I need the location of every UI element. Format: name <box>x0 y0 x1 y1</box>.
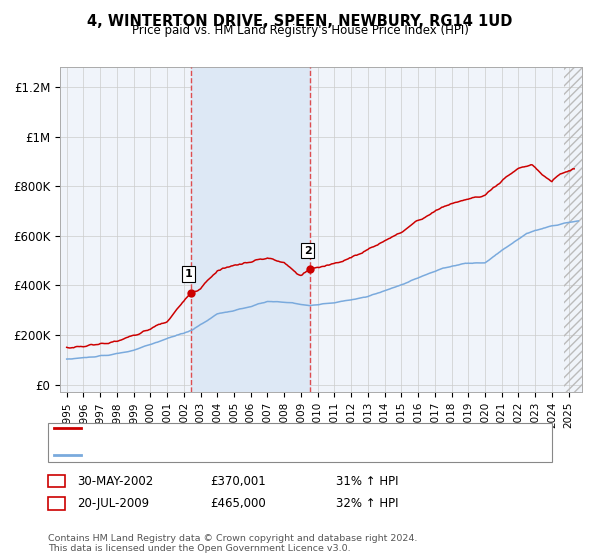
Text: 4, WINTERTON DRIVE, SPEEN, NEWBURY, RG14 1UD: 4, WINTERTON DRIVE, SPEEN, NEWBURY, RG14… <box>88 14 512 29</box>
Text: 1: 1 <box>52 474 61 488</box>
Bar <box>563 67 582 392</box>
Text: 1: 1 <box>184 269 192 279</box>
Text: Price paid vs. HM Land Registry's House Price Index (HPI): Price paid vs. HM Land Registry's House … <box>131 24 469 37</box>
Text: Contains HM Land Registry data © Crown copyright and database right 2024.
This d: Contains HM Land Registry data © Crown c… <box>48 534 418 553</box>
Text: 2: 2 <box>52 497 61 510</box>
Text: £370,001: £370,001 <box>210 474 266 488</box>
Text: 31% ↑ HPI: 31% ↑ HPI <box>336 474 398 488</box>
Text: 4, WINTERTON DRIVE, SPEEN, NEWBURY, RG14 1UD (detached house): 4, WINTERTON DRIVE, SPEEN, NEWBURY, RG14… <box>87 423 452 433</box>
Text: 32% ↑ HPI: 32% ↑ HPI <box>336 497 398 510</box>
Bar <box>563 67 582 392</box>
Text: 30-MAY-2002: 30-MAY-2002 <box>77 474 153 488</box>
Text: £465,000: £465,000 <box>210 497 266 510</box>
Text: 20-JUL-2009: 20-JUL-2009 <box>77 497 149 510</box>
Text: 2: 2 <box>304 246 311 255</box>
Text: HPI: Average price, detached house, West Berkshire: HPI: Average price, detached house, West… <box>87 450 358 460</box>
Bar <box>191 67 310 392</box>
